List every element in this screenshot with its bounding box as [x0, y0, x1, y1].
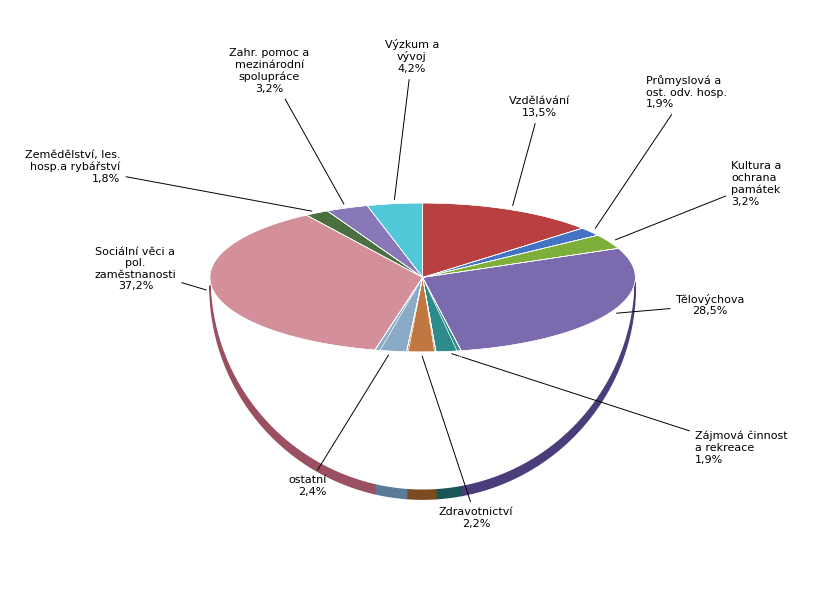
Polygon shape [423, 235, 618, 277]
Polygon shape [327, 206, 423, 277]
Polygon shape [307, 211, 423, 277]
Polygon shape [375, 277, 423, 352]
Text: Průmyslová a
ost. odv. hosp.
1,9%: Průmyslová a ost. odv. hosp. 1,9% [595, 75, 727, 229]
Text: Vzdělávání
13,5%: Vzdělávání 13,5% [509, 97, 570, 206]
Polygon shape [375, 485, 406, 498]
Text: Zájmová činnost
a rekreace
1,9%: Zájmová činnost a rekreace 1,9% [452, 354, 788, 465]
Text: Zdravotnictví
2,2%: Zdravotnictví 2,2% [422, 356, 513, 529]
Polygon shape [367, 203, 423, 277]
Polygon shape [210, 286, 375, 494]
Polygon shape [406, 277, 436, 352]
Polygon shape [423, 229, 597, 277]
Text: Tělovýchova
28,5%: Tělovýchova 28,5% [617, 294, 744, 316]
Text: Zemědělství, les.
hosp.a rybářství
1,8%: Zemědělství, les. hosp.a rybářství 1,8% [25, 150, 312, 211]
Text: Výzkum a
vývoj
4,2%: Výzkum a vývoj 4,2% [385, 38, 440, 200]
Polygon shape [406, 489, 436, 499]
Polygon shape [210, 215, 423, 350]
Text: Zahr. pomoc a
mezinárodní
spolupráce
3,2%: Zahr. pomoc a mezinárodní spolupráce 3,2… [229, 48, 344, 204]
Polygon shape [461, 282, 636, 495]
Polygon shape [423, 249, 636, 350]
Text: Kultura a
ochrana
památek
3,2%: Kultura a ochrana památek 3,2% [616, 161, 781, 240]
Polygon shape [436, 487, 461, 499]
Text: ostatní
2,4%: ostatní 2,4% [288, 355, 389, 497]
Polygon shape [423, 277, 461, 352]
Text: Sociální věci a
pol.
zaměstnanosti
37,2%: Sociální věci a pol. zaměstnanosti 37,2% [95, 247, 206, 292]
Polygon shape [423, 203, 583, 277]
